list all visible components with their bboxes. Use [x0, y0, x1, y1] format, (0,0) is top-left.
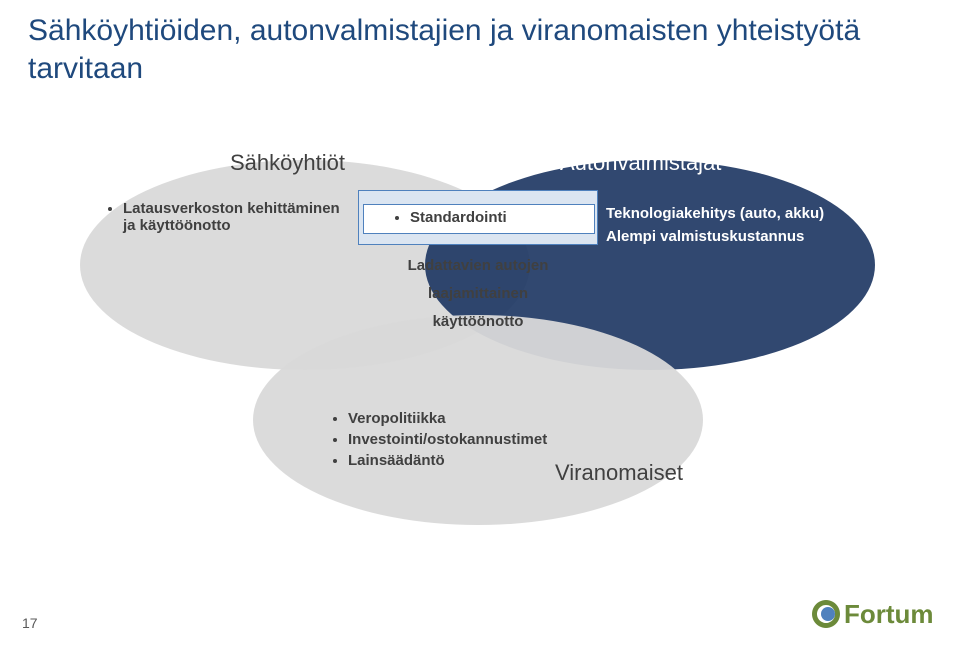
group-label-right: Autonvalmistajat	[560, 150, 721, 176]
venn-diagram: Sähköyhtiöt Latausverkoston kehittäminen…	[0, 0, 960, 560]
center-box-inner: Standardointi	[363, 204, 595, 234]
bullet-bottom-0: Veropolitiikka	[348, 410, 630, 427]
slide: Sähköyhtiöiden, autonvalmistajien ja vir…	[0, 0, 960, 649]
center-line-0: Ladattavien autojen	[358, 257, 598, 274]
brand-logo: Fortum	[808, 596, 938, 637]
bullet-right-0: Teknologiakehitys (auto, akku)	[606, 205, 888, 222]
bullets-bottom: Veropolitiikka Investointi/ostokannustim…	[330, 410, 630, 469]
center-line-1: laajamittainen	[358, 285, 598, 302]
bullet-bottom-1: Investointi/ostokannustimet	[348, 431, 630, 448]
center-line-2: käyttöönotto	[358, 313, 598, 330]
center-inner-bullet: Standardointi	[410, 209, 594, 226]
page-number: 17	[22, 615, 38, 631]
bullets-left: Latausverkoston kehittäminen ja käyttöön…	[105, 200, 345, 234]
bullet-left-0: Latausverkoston kehittäminen ja käyttöön…	[123, 200, 345, 234]
bullets-right: Teknologiakehitys (auto, akku) Alempi va…	[588, 205, 888, 245]
fortum-logo-icon: Fortum	[808, 596, 938, 632]
bullet-bottom-2: Lainsäädäntö	[348, 452, 630, 469]
group-label-left: Sähköyhtiöt	[230, 150, 345, 176]
svg-text:Fortum: Fortum	[844, 599, 934, 629]
bullet-right-1: Alempi valmistuskustannus	[606, 228, 888, 245]
center-box-outer: Standardointi	[358, 190, 598, 245]
